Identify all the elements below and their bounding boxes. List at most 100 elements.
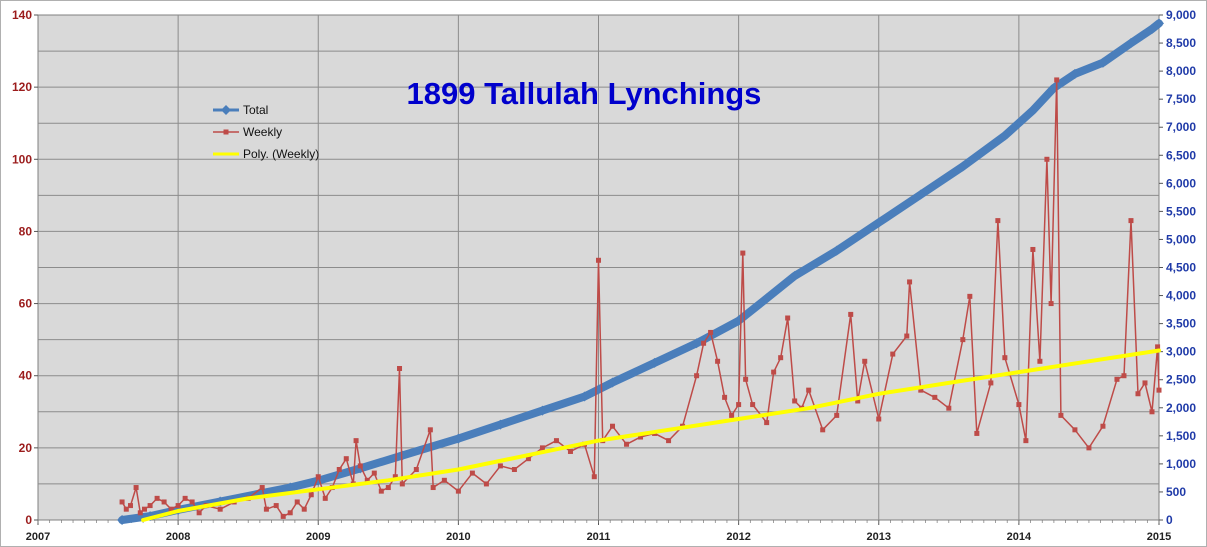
series-total-point xyxy=(1125,38,1136,49)
series-weekly-point xyxy=(740,250,746,256)
legend-label: Weekly xyxy=(243,125,282,139)
x-axis: 2007 2008 2009 2010 2011 2012 2013 2014 2015 xyxy=(26,520,1171,543)
series-weekly-point xyxy=(217,506,223,512)
series-weekly-point xyxy=(1149,409,1155,415)
y-right-tick-label: 7,000 xyxy=(1166,120,1196,134)
series-weekly-point xyxy=(918,387,924,393)
series-weekly-point xyxy=(189,499,195,505)
series-weekly-point xyxy=(743,376,749,382)
series-weekly-point xyxy=(196,510,202,516)
y-right-tick-label: 2,500 xyxy=(1166,373,1196,387)
x-tick-label: 2010 xyxy=(446,531,470,543)
series-weekly-point xyxy=(1054,77,1060,83)
x-tick-label: 2015 xyxy=(1147,531,1171,543)
legend-label: Poly. (Weekly) xyxy=(243,147,319,161)
series-total-point xyxy=(831,245,842,256)
series-weekly-point xyxy=(308,492,314,498)
series-weekly-point xyxy=(907,279,913,285)
series-total-point xyxy=(873,217,884,228)
series-weekly-point xyxy=(1086,445,1092,451)
series-weekly-point xyxy=(427,427,433,433)
series-weekly-point xyxy=(729,412,735,418)
y-right-tick-label: 500 xyxy=(1166,485,1186,499)
left-axis: 0 20 40 60 80 100 120 140 xyxy=(12,8,38,527)
series-weekly-point xyxy=(168,506,174,512)
series-weekly-point xyxy=(353,438,359,444)
legend-marker-weekly xyxy=(223,129,229,135)
legend-item: Weekly xyxy=(213,125,282,139)
y-left-tick-label: 120 xyxy=(12,80,32,94)
series-total-point xyxy=(957,161,968,172)
series-weekly-point xyxy=(322,495,328,501)
series-weekly-point xyxy=(834,412,840,418)
series-weekly-point xyxy=(399,481,405,487)
series-weekly-point xyxy=(1142,380,1148,386)
series-weekly-point xyxy=(539,445,545,451)
series-weekly-point xyxy=(147,503,153,509)
series-weekly-point xyxy=(511,467,517,472)
series-total-point xyxy=(761,293,772,304)
series-layer xyxy=(117,18,1164,525)
series-weekly-point xyxy=(806,387,812,393)
series-total-point xyxy=(1027,105,1038,116)
legend-marker-total xyxy=(221,105,231,115)
series-weekly-point xyxy=(343,456,349,462)
series-weekly-point xyxy=(946,405,952,411)
series-weekly-point xyxy=(483,481,489,487)
series-weekly-point xyxy=(1121,373,1127,379)
series-weekly-point xyxy=(127,503,133,509)
series-weekly-point xyxy=(778,355,784,361)
series-weekly-point xyxy=(750,402,756,408)
series-weekly-point xyxy=(1128,218,1134,224)
series-weekly-point xyxy=(1023,438,1029,444)
series-weekly-point xyxy=(273,503,279,509)
series-weekly-point xyxy=(1002,355,1008,361)
y-right-tick-label: 6,500 xyxy=(1166,148,1196,162)
series-weekly-point xyxy=(855,398,861,404)
series-weekly-point xyxy=(610,423,616,429)
series-weekly-point xyxy=(371,470,377,476)
y-right-tick-label: 6,000 xyxy=(1166,176,1196,190)
series-weekly-point xyxy=(413,467,419,472)
series-weekly-line xyxy=(121,79,1160,518)
y-right-tick-label: 3,500 xyxy=(1166,317,1196,331)
series-total-point xyxy=(117,515,128,525)
series-weekly-point xyxy=(694,373,700,379)
series-weekly-point xyxy=(666,438,672,444)
series-weekly-point xyxy=(469,470,475,476)
x-tick-label: 2014 xyxy=(1007,531,1032,543)
series-total-point xyxy=(495,419,506,430)
y-left-tick-label: 60 xyxy=(19,297,33,311)
series-weekly-point xyxy=(624,441,630,447)
series-weekly-point xyxy=(995,218,1001,224)
series-weekly-point xyxy=(988,380,994,386)
legend-item: Total xyxy=(213,103,268,117)
x-tick-label: 2011 xyxy=(587,531,611,543)
series-weekly-point xyxy=(785,315,791,321)
series-weekly-point xyxy=(1048,301,1054,307)
series-weekly-point xyxy=(315,474,321,480)
series-total-point xyxy=(537,405,548,416)
series-weekly-point xyxy=(364,477,370,483)
series-total-point xyxy=(1154,18,1164,29)
x-tick-label: 2007 xyxy=(26,531,50,543)
y-right-tick-label: 1,500 xyxy=(1166,429,1196,443)
series-total-point xyxy=(579,391,590,402)
series-weekly-point xyxy=(876,416,882,422)
y-left-tick-label: 20 xyxy=(19,441,33,455)
y-right-tick-label: 8,000 xyxy=(1166,64,1196,78)
series-weekly-point xyxy=(287,510,293,516)
series-weekly-point xyxy=(1114,376,1120,382)
series-weekly-point xyxy=(357,463,363,469)
series-weekly-point xyxy=(701,340,707,346)
series-weekly-point xyxy=(904,333,910,339)
series-total-point xyxy=(453,433,464,444)
y-right-tick-label: 2,000 xyxy=(1166,401,1196,415)
series-weekly-point xyxy=(638,434,644,440)
y-left-tick-label: 140 xyxy=(12,8,32,22)
series-weekly-point xyxy=(596,257,601,263)
series-weekly-point xyxy=(792,398,798,404)
series-total-point xyxy=(915,189,926,200)
